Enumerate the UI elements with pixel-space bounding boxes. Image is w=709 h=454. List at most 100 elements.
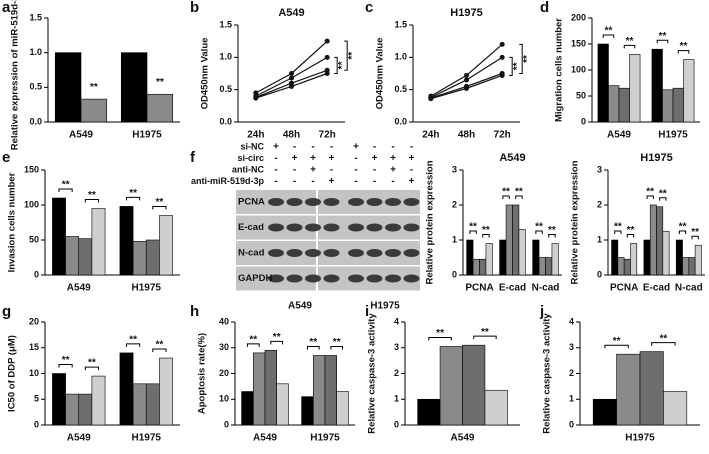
annotation: ** — [347, 52, 358, 60]
y-tick-label: 0.5 — [219, 84, 232, 94]
bar — [682, 257, 690, 276]
sign: - — [330, 142, 333, 153]
y-axis-title: Relative protein expression — [570, 160, 581, 284]
blot-band — [268, 249, 284, 257]
x-tick-label: H1975 — [132, 433, 162, 444]
annotation: ** — [605, 26, 613, 37]
bar — [276, 383, 289, 426]
bar — [485, 243, 493, 276]
bar — [639, 351, 664, 426]
y-tick-label: 0 — [581, 116, 586, 126]
annotation: ** — [88, 358, 96, 369]
bar — [132, 241, 147, 276]
sign: - — [293, 165, 296, 176]
y-tick-label: 0 — [394, 419, 399, 429]
blot-band — [385, 198, 401, 206]
annotation: ** — [646, 187, 654, 198]
y-tick-label: 5 — [34, 394, 39, 404]
sign: - — [274, 176, 277, 187]
sign: + — [292, 153, 298, 164]
y-axis-title: Apoptosis rate(%) — [197, 333, 208, 414]
y-tick-label: 0.0 — [219, 116, 232, 126]
annotation: ** — [613, 336, 621, 347]
bar — [78, 238, 93, 276]
blot-band — [403, 249, 420, 257]
y-axis-title: Relative caspase-3 activity — [542, 313, 553, 434]
panel-label: h — [190, 303, 199, 320]
blot-band — [366, 223, 383, 232]
sign: + — [372, 153, 378, 164]
x-tick-label: 72h — [494, 130, 511, 141]
significance-bracket — [509, 56, 513, 76]
bar — [518, 229, 526, 276]
x-tick-label: H1975 — [132, 283, 162, 294]
sign: + — [390, 153, 396, 164]
x-tick-label: H1975 — [625, 433, 655, 444]
y-tick-label: 3 — [597, 164, 602, 174]
bar — [417, 398, 441, 426]
y-tick-label: 3 — [394, 342, 399, 352]
annotation: ** — [691, 227, 699, 238]
sign: - — [311, 176, 314, 187]
panel-label: d — [540, 0, 549, 16]
annotation: ** — [436, 328, 444, 339]
marker — [464, 72, 469, 78]
annotation: ** — [156, 77, 164, 88]
y-tick-label: 1.0 — [219, 52, 232, 62]
marker — [289, 71, 294, 76]
y-tick-label: 3 — [569, 342, 574, 352]
annotation: ** — [62, 355, 70, 366]
protein-label: E-cad — [238, 222, 264, 233]
panel-label: a — [2, 0, 11, 16]
bar — [662, 230, 670, 276]
annotation: ** — [614, 222, 622, 233]
bar — [253, 352, 266, 426]
marker — [499, 54, 505, 60]
y-tick-label: 10 — [219, 394, 229, 404]
significance-bracket — [152, 206, 167, 210]
annotation: ** — [502, 187, 510, 198]
y-tick-label: 0 — [569, 419, 574, 429]
significance-bracket — [602, 34, 615, 38]
significance-bracket — [84, 366, 99, 371]
blot-band — [323, 198, 340, 206]
annotation: ** — [512, 62, 523, 70]
bar — [159, 215, 173, 276]
bar — [159, 357, 173, 426]
y-tick-label: 1.5 — [394, 19, 407, 29]
blot-band — [305, 223, 321, 232]
condition-label: anti-NC — [232, 164, 264, 174]
y-axis-title: OD450nm Value — [375, 38, 386, 110]
bar — [241, 391, 254, 426]
annotation: ** — [659, 31, 667, 42]
bar — [629, 54, 641, 123]
y-tick-label: 200 — [571, 12, 586, 22]
y-tick-label: 30 — [219, 342, 229, 352]
x-tick-label: 48h — [458, 130, 475, 141]
x-tick-label: 24h — [422, 130, 439, 141]
significance-bracket — [306, 345, 320, 350]
sign: + — [310, 153, 316, 164]
sign: + — [409, 153, 415, 164]
x-tick-label: H1975 — [132, 130, 162, 141]
bar — [532, 239, 540, 276]
y-tick-label: 150 — [24, 164, 39, 174]
y-tick-label: 2 — [394, 368, 399, 378]
bar — [336, 391, 349, 426]
annotation: ** — [337, 61, 348, 69]
sign: - — [391, 176, 394, 187]
panel-label: c — [365, 0, 373, 16]
bar — [499, 239, 507, 276]
y-tick-label: 50 — [29, 234, 39, 244]
bar — [119, 352, 134, 426]
y-tick-label: 1.5 — [219, 19, 232, 29]
x-tick-label: A549 — [451, 433, 475, 444]
x-tick-label: A549 — [67, 283, 91, 294]
y-tick-label: 4 — [394, 316, 399, 326]
bar — [545, 257, 553, 276]
significance-bracket — [126, 196, 141, 201]
bar — [630, 243, 638, 276]
y-axis-title: Relative expression of miR-519d-3p — [10, 0, 21, 150]
y-axis-title: OD450nm Value — [200, 38, 211, 110]
blot-band — [403, 274, 420, 283]
